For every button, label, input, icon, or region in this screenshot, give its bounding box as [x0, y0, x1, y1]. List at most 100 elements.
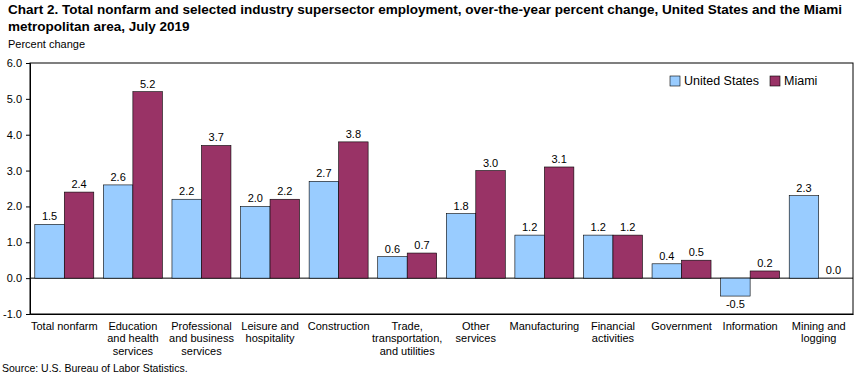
y-tick-label: 6.0	[7, 57, 22, 69]
data-label: 2.7	[316, 167, 331, 179]
y-tick-mark	[26, 206, 30, 207]
bar	[270, 199, 299, 278]
y-tick-mark	[26, 99, 30, 100]
plot-frame	[30, 63, 853, 314]
legend-label: United States	[684, 74, 759, 88]
y-tick: 3.0	[7, 165, 30, 177]
legend-box	[670, 70, 845, 92]
data-label: 2.4	[71, 178, 86, 190]
data-label: 0.0	[826, 264, 841, 276]
y-axis: -1.0 0.0 1.0 2.0 3.0 4.0 5.0 6.0	[3, 57, 30, 320]
bars	[35, 92, 819, 296]
bar	[201, 145, 230, 278]
source: Source: U.S. Bureau of Labor Statistics.	[2, 362, 188, 374]
x-tick: Government	[651, 314, 712, 332]
y-axis-title: Percent change	[8, 38, 85, 50]
x-tick: Mining andlogging	[792, 314, 846, 344]
y-tick-mark	[26, 135, 30, 136]
y-tick: 5.0	[7, 93, 30, 105]
bar	[583, 235, 612, 278]
legend-swatch	[670, 76, 680, 86]
data-label: 5.2	[140, 78, 155, 90]
data-label: 1.8	[453, 200, 468, 212]
y-tick-label: -1.0	[3, 308, 22, 320]
bar	[544, 167, 573, 278]
y-tick: 1.0	[7, 236, 30, 248]
chart: Chart 2. Total nonfarm and selected indu…	[0, 0, 861, 378]
data-label: 2.2	[277, 185, 292, 197]
y-tick: -1.0	[3, 308, 30, 320]
y-tick-mark	[26, 171, 30, 172]
x-tick: Educationand healthservices	[107, 314, 158, 357]
bar	[613, 235, 642, 278]
bar	[309, 181, 338, 278]
y-tick-label: 5.0	[7, 93, 22, 105]
x-tick-label: Financialactivities	[591, 320, 635, 345]
bar	[652, 264, 681, 278]
x-tick-label: Educationand healthservices	[107, 320, 158, 357]
bar	[103, 185, 132, 278]
x-tick-label: Professionaland businessservices	[169, 320, 234, 357]
y-tick-mark	[26, 242, 30, 243]
y-tick-mark	[26, 278, 30, 279]
y-tick: 6.0	[7, 57, 30, 69]
data-label: 1.2	[522, 221, 537, 233]
data-label: 0.7	[414, 239, 429, 251]
y-tick-label: 4.0	[7, 129, 22, 141]
x-tick-label: Mining andlogging	[792, 320, 846, 345]
data-label: 1.5	[42, 210, 57, 222]
legend: United States Miami	[670, 70, 845, 92]
y-tick: 4.0	[7, 129, 30, 141]
data-label: -0.5	[726, 298, 745, 310]
x-tick: Otherservices	[456, 314, 497, 344]
bar	[515, 235, 544, 278]
bar	[64, 192, 93, 278]
x-tick: Total nonfarm	[31, 314, 98, 332]
data-label: 3.8	[346, 128, 361, 140]
x-axis-line	[31, 314, 854, 315]
x-tick-label: Information	[723, 320, 778, 332]
x-tick-label: Leisure andhospitality	[241, 320, 299, 345]
bar	[750, 271, 779, 278]
data-label: 1.2	[591, 221, 606, 233]
data-labels: 1.52.62.22.02.70.61.81.21.20.4-0.52.32.4…	[42, 78, 841, 310]
data-label: 0.2	[757, 257, 772, 269]
bar	[682, 260, 711, 278]
x-tick-label: Total nonfarm	[31, 320, 98, 332]
data-label: 0.6	[385, 243, 400, 255]
legend-swatch	[770, 76, 780, 86]
y-tick-mark	[26, 63, 30, 64]
data-label: 3.7	[209, 131, 224, 143]
y-tick-label: 2.0	[7, 200, 22, 212]
y-tick-label: 1.0	[7, 236, 22, 248]
bar	[819, 278, 848, 279]
data-label: 3.0	[483, 157, 498, 169]
y-tick-label: 0.0	[7, 272, 22, 284]
bar	[476, 171, 505, 279]
data-label: 2.6	[110, 171, 125, 183]
x-tick-label: Otherservices	[456, 320, 497, 345]
x-axis: Total nonfarm Educationand healthservices…	[31, 314, 854, 357]
y-axis-line	[26, 64, 31, 315]
y-tick-mark	[26, 314, 30, 315]
bar	[339, 142, 368, 278]
x-tick: Construction	[308, 314, 370, 332]
x-tick-label: Government	[651, 320, 712, 332]
bar	[789, 196, 818, 278]
data-label: 2.0	[248, 192, 263, 204]
x-tick-label: Construction	[308, 320, 370, 332]
x-tick: Leisure andhospitality	[241, 314, 299, 344]
bar	[721, 278, 750, 296]
y-tick: 2.0	[7, 200, 30, 212]
data-label: 1.2	[620, 221, 635, 233]
legend-label: Miami	[784, 74, 817, 88]
data-label: 2.3	[796, 182, 811, 194]
data-label: 3.1	[551, 153, 566, 165]
bar	[35, 224, 64, 278]
data-label: 0.5	[689, 246, 704, 258]
x-tick-label: Manufacturing	[510, 320, 580, 332]
bar	[241, 206, 270, 278]
bar	[378, 257, 407, 279]
x-tick: Professionaland businessservices	[169, 314, 234, 357]
title: Chart 2. Total nonfarm and selected indu…	[8, 2, 842, 34]
